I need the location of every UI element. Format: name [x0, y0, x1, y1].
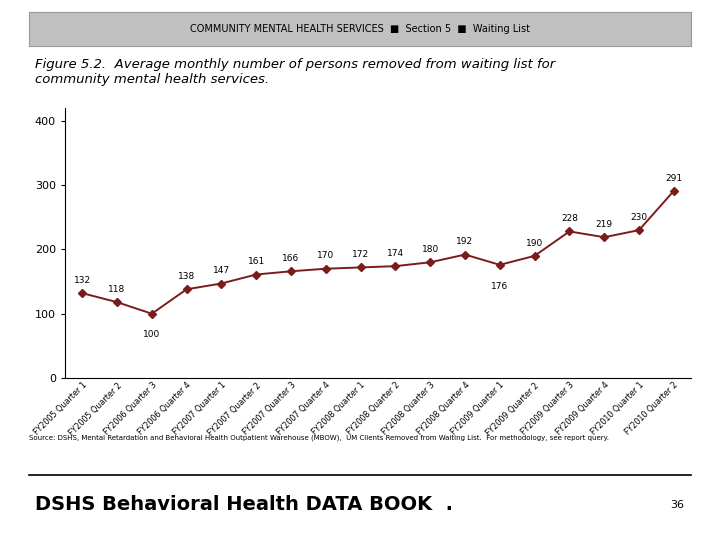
Text: 174: 174 [387, 249, 404, 258]
Text: Source: DSHS, Mental Retardation and Behavioral Health Outpatient Warehouse (MBO: Source: DSHS, Mental Retardation and Beh… [29, 434, 609, 441]
Text: 172: 172 [352, 250, 369, 259]
Text: 291: 291 [665, 173, 683, 183]
Text: 166: 166 [282, 254, 300, 263]
Text: Figure 5.2.  Average monthly number of persons removed from waiting list for
com: Figure 5.2. Average monthly number of pe… [35, 58, 556, 86]
Text: 100: 100 [143, 330, 161, 339]
Text: 161: 161 [248, 257, 265, 266]
Text: 180: 180 [422, 245, 438, 254]
Text: 228: 228 [561, 214, 578, 223]
Text: 170: 170 [318, 252, 334, 260]
Text: 190: 190 [526, 239, 543, 247]
Text: 118: 118 [109, 285, 125, 294]
Text: COMMUNITY MENTAL HEALTH SERVICES  ■  Section 5  ■  Waiting List: COMMUNITY MENTAL HEALTH SERVICES ■ Secti… [190, 24, 530, 34]
Text: DSHS Behavioral Health DATA BOOK  .: DSHS Behavioral Health DATA BOOK . [35, 495, 454, 515]
Text: 219: 219 [595, 220, 613, 229]
Text: 36: 36 [670, 500, 685, 510]
Text: 138: 138 [178, 272, 195, 281]
Text: 132: 132 [73, 276, 91, 285]
Text: 230: 230 [631, 213, 647, 222]
Text: 192: 192 [456, 237, 474, 246]
Text: 147: 147 [213, 266, 230, 275]
Text: 176: 176 [491, 281, 508, 291]
